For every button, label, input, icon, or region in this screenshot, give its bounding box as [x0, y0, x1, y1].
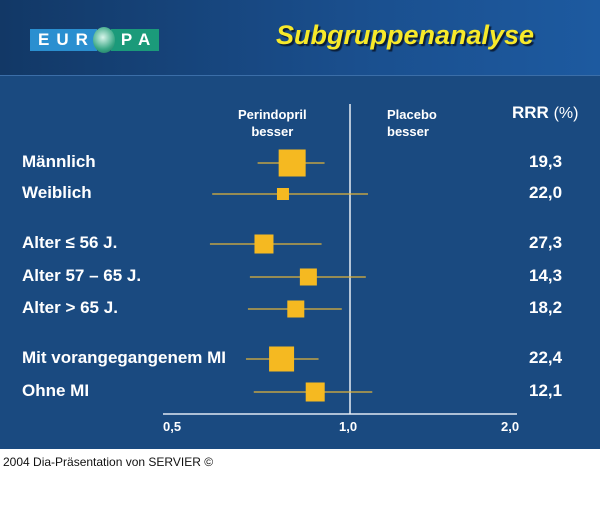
forest-plot: [163, 104, 517, 415]
rrr-header-text: RRR: [512, 103, 549, 122]
tick-label-0-5: 0,5: [163, 419, 182, 434]
row-label: Ohne MI: [22, 381, 90, 400]
point-estimate-marker: [299, 268, 317, 286]
point-estimate-marker: [276, 188, 289, 200]
row-label: Alter > 65 J.: [22, 298, 118, 317]
row-label: Alter ≤ 56 J.: [22, 233, 118, 252]
annotation-line: Perindopril: [238, 107, 307, 122]
row-label: Weiblich: [22, 183, 92, 202]
slide: EUR PA Subgruppenanalyse Perindopril bes…: [0, 0, 600, 449]
point-estimate-marker: [254, 234, 274, 254]
rrr-value: 19,3: [529, 152, 563, 171]
header-bar: EUR PA Subgruppenanalyse: [0, 0, 600, 76]
annotation-line: besser: [387, 124, 429, 139]
point-estimate-marker: [278, 149, 306, 177]
point-estimate-marker: [305, 382, 325, 402]
annotation-line: besser: [251, 124, 294, 139]
rrr-column-header: RRR (%): [512, 103, 578, 123]
rrr-value: 12,1: [529, 381, 563, 400]
rrr-value: 18,2: [529, 298, 563, 317]
rrr-value: 14,3: [529, 266, 563, 285]
heart-globe-icon: [92, 27, 115, 53]
footer-copyright: 2004 Dia-Präsentation von SERVIER ©: [3, 455, 214, 469]
point-estimate-marker: [269, 346, 295, 372]
placebo-better-label: Placebo besser: [387, 106, 437, 140]
row-label: Mit vorangegangenem MI: [22, 348, 227, 367]
rrr-header-unit: (%): [553, 105, 579, 122]
page-title: Subgruppenanalyse: [276, 20, 535, 50]
point-estimate-marker: [287, 300, 305, 318]
row-label: Männlich: [22, 152, 96, 171]
rrr-value: 22,0: [529, 183, 563, 202]
row-label: Alter 57 – 65 J.: [22, 266, 142, 285]
tick-label-2-0: 2,0: [501, 419, 520, 434]
tick-label-1-0: 1,0: [339, 419, 358, 434]
annotation-line: Placebo: [387, 107, 437, 122]
rrr-value: 27,3: [529, 233, 563, 252]
rrr-value: 22,4: [529, 348, 563, 367]
europa-logo: EUR PA: [30, 27, 160, 53]
logo-text-left: EUR: [30, 29, 97, 51]
logo-text-right: PA: [110, 29, 160, 51]
perindopril-better-label: Perindopril besser: [238, 106, 307, 140]
